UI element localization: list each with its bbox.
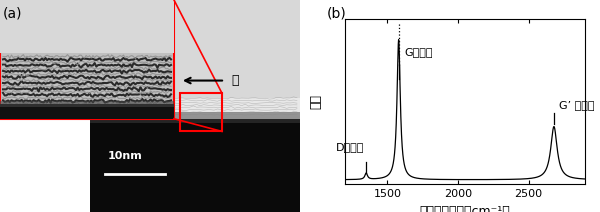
Text: Dバンド: Dバンド bbox=[335, 142, 364, 152]
Text: 層: 層 bbox=[231, 74, 239, 87]
Bar bbox=[180, 93, 222, 131]
Text: (a): (a) bbox=[3, 6, 23, 20]
Text: G’ バンド: G’ バンド bbox=[559, 100, 595, 110]
Text: 強度: 強度 bbox=[310, 94, 323, 109]
Bar bbox=[90, 119, 300, 212]
X-axis label: ラマンシフト（cm⁻¹）: ラマンシフト（cm⁻¹） bbox=[419, 205, 511, 212]
Text: Gバンド: Gバンド bbox=[404, 47, 433, 57]
Bar bbox=[0, 0, 174, 53]
Bar bbox=[90, 0, 300, 106]
Bar bbox=[0, 0, 174, 119]
Bar bbox=[0, 101, 174, 107]
Text: 10nm: 10nm bbox=[108, 151, 143, 161]
Bar bbox=[90, 112, 300, 123]
Bar bbox=[90, 98, 300, 119]
Text: (b): (b) bbox=[327, 6, 347, 20]
Bar bbox=[0, 105, 174, 119]
